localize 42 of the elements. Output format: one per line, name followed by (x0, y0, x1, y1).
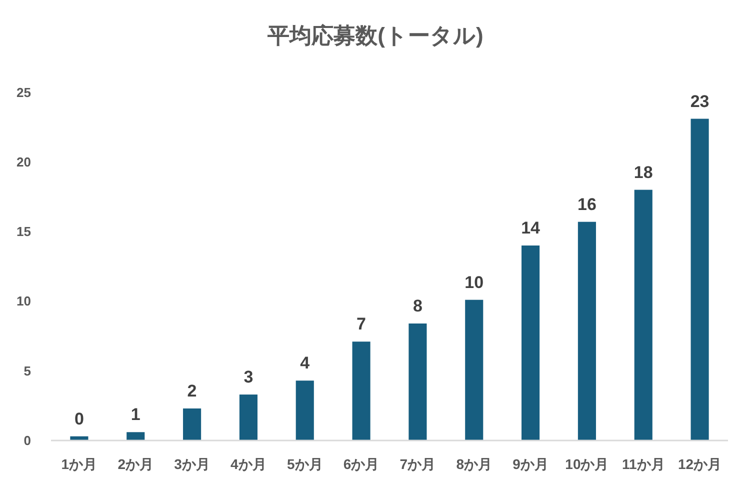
x-tick-label: 1か月 (61, 456, 98, 472)
x-tick-label: 9か月 (512, 456, 548, 472)
y-tick-label: 25 (16, 84, 31, 100)
bar (183, 408, 202, 440)
x-tick-label: 8か月 (456, 456, 492, 472)
bar (578, 222, 596, 440)
bar (296, 380, 314, 440)
x-tick-label: 3か月 (174, 456, 210, 472)
x-tick-label: 11か月 (622, 456, 665, 472)
data-label: 18 (634, 162, 653, 182)
data-label: 2 (187, 381, 197, 400)
data-label: 3 (244, 368, 254, 387)
data-label: 4 (300, 354, 310, 373)
y-tick-label: 15 (16, 224, 31, 240)
x-tick-label: 12か月 (678, 456, 722, 472)
x-tick-label: 2か月 (118, 456, 154, 472)
data-label: 10 (464, 272, 484, 292)
bar (690, 118, 709, 440)
bar (465, 300, 484, 440)
x-tick-label: 5か月 (286, 456, 323, 472)
y-tick-label: 0 (24, 433, 31, 448)
x-tick-label: 7か月 (400, 456, 436, 472)
bar (634, 190, 652, 440)
bar (408, 324, 427, 440)
y-tick-label: 5 (24, 363, 31, 378)
data-label: 16 (577, 194, 596, 214)
bar (126, 432, 145, 440)
data-label: 0 (74, 409, 84, 428)
chart-title: 平均応募数(トータル) (266, 23, 484, 48)
y-tick-label: 10 (16, 294, 31, 309)
bar (522, 246, 540, 440)
bar (239, 394, 258, 440)
data-label: 23 (690, 92, 710, 111)
data-label: 8 (412, 296, 422, 316)
data-label: 1 (130, 405, 140, 424)
x-tick-label: 6か月 (343, 456, 380, 472)
x-tick-label: 10か月 (565, 456, 609, 472)
data-label: 7 (356, 314, 366, 334)
y-tick-label: 20 (16, 154, 31, 170)
data-label: 14 (521, 218, 541, 238)
x-tick-label: 4か月 (230, 456, 266, 472)
bar (352, 342, 370, 440)
